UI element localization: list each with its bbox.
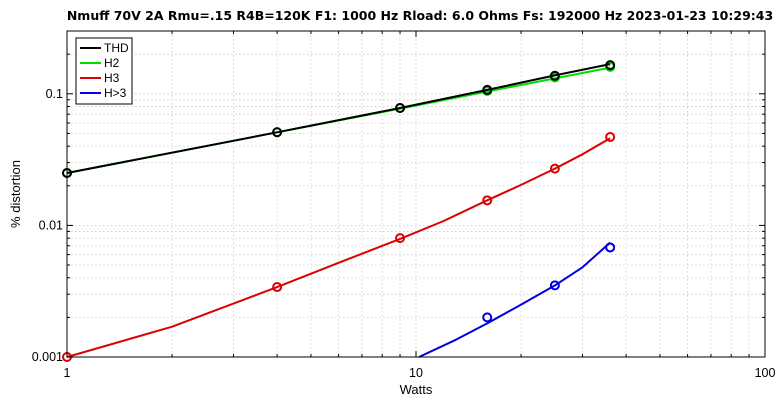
data-point	[605, 131, 616, 142]
chart-title: Nmuff 70V 2A Rmu=.15 R4B=120K F1: 1000 H…	[67, 8, 773, 23]
data-point	[395, 102, 406, 113]
data-point	[482, 312, 493, 323]
series-H>3	[418, 241, 616, 358]
y-tick-label: 0.01	[39, 218, 63, 232]
data-point	[549, 163, 560, 174]
series-line	[66, 137, 611, 358]
series-line	[66, 63, 611, 174]
data-point	[549, 280, 560, 291]
plot-area	[67, 31, 765, 357]
legend-label: H>3	[104, 86, 127, 100]
legend-label: H2	[104, 56, 120, 70]
data-point	[482, 195, 493, 206]
x-tick-label: 1	[64, 366, 71, 380]
y-tick-label: 0.1	[46, 87, 63, 101]
data-point	[272, 282, 283, 293]
legend-label: THD	[104, 41, 129, 55]
x-tick-label: 100	[755, 366, 776, 380]
data-point	[549, 70, 560, 81]
series-line	[418, 241, 611, 358]
data-point	[605, 242, 616, 253]
data-point	[605, 60, 616, 71]
data-point	[482, 84, 493, 95]
data-point	[395, 233, 406, 244]
axis-ticks: 1 10 100 0.001 0.01 0.1	[32, 31, 776, 380]
y-axis-label: % distortion	[8, 160, 23, 228]
legend-label: H3	[104, 71, 120, 85]
x-axis-label: Watts	[400, 382, 433, 397]
series-layer	[62, 60, 616, 362]
y-tick-label: 0.001	[32, 350, 63, 364]
x-tick-label: 10	[409, 366, 423, 380]
series-H3	[62, 131, 616, 362]
data-point	[272, 127, 283, 138]
